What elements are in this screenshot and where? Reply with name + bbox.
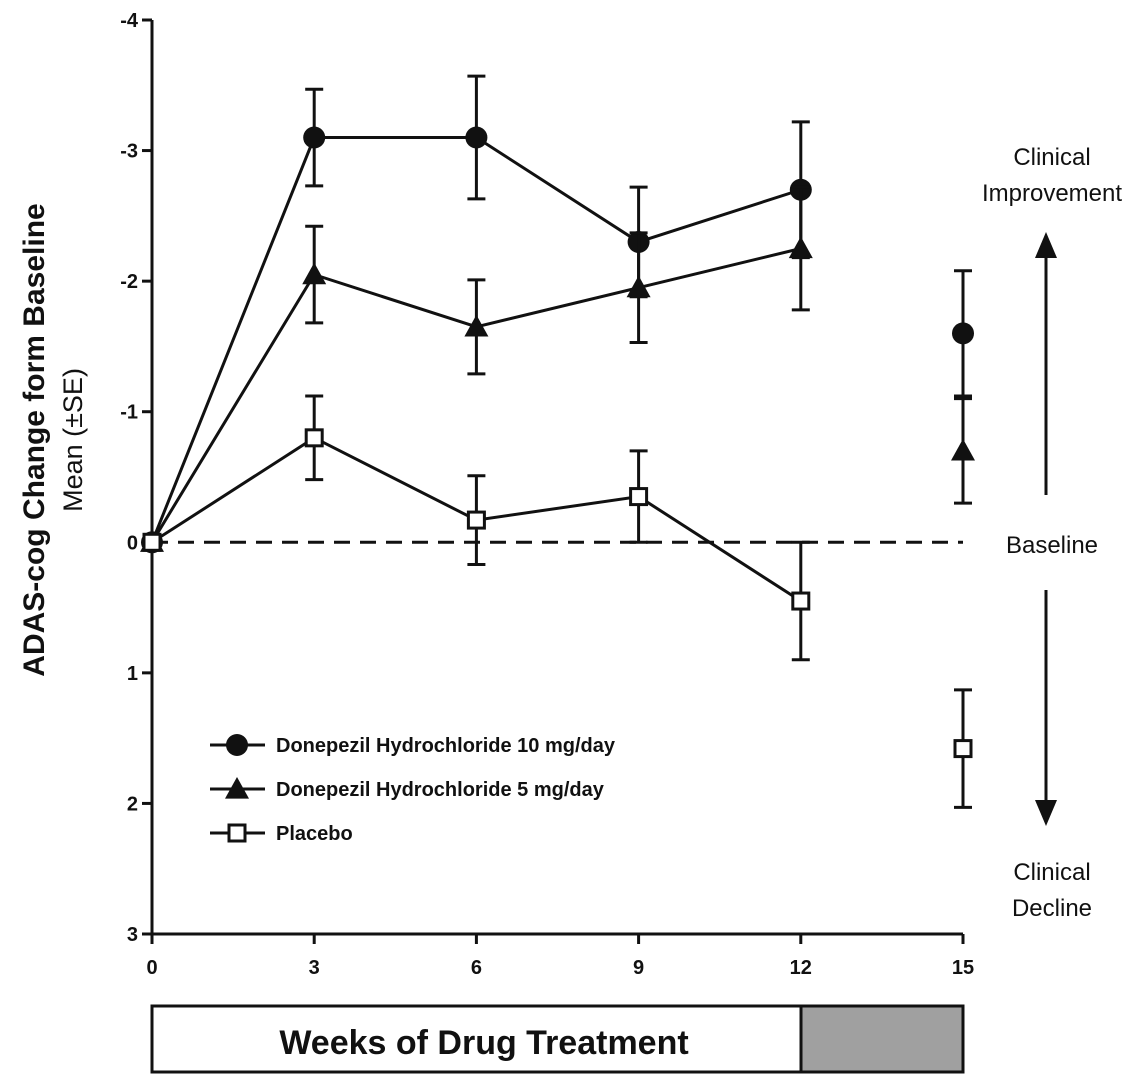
y-tick-label: -4: [120, 10, 139, 32]
y-tick-label: 2: [127, 793, 138, 815]
y-axis-ticks: -4 -3 -2 -1 0 1 2 3: [120, 10, 152, 946]
data-point-triangle: [951, 438, 975, 461]
legend-item: Placebo: [210, 823, 353, 845]
series-1: [141, 74, 974, 554]
x-tick-label: 3: [309, 957, 320, 979]
annotations: Clinical Improvement Baseline Clinical Decli…: [982, 144, 1122, 922]
data-point-square: [629, 487, 649, 507]
legend-item: Donepezil Hydrochloride 5 mg/day: [210, 777, 605, 801]
y-tick-label: -2: [120, 271, 138, 293]
data-point-square: [304, 428, 324, 448]
data-point-square: [791, 591, 811, 611]
data-point-circle: [952, 322, 974, 345]
x-axis-ticks: 0 3 6 9 12 15: [146, 934, 974, 979]
legend-label: Placebo: [276, 823, 353, 845]
y-axis-sublabel: Mean (±SE): [58, 368, 88, 512]
legend-label: Donepezil Hydrochloride 10 mg/day: [276, 735, 616, 757]
data-point-triangle: [464, 314, 489, 337]
data-point-triangle: [788, 236, 813, 259]
data-point-circle: [465, 126, 488, 149]
arrow-up-head: [1035, 232, 1057, 258]
annotation-improvement: Clinical: [1013, 144, 1090, 171]
x-banner-white: [150, 1004, 803, 1074]
annotation-improvement: Improvement: [982, 180, 1122, 207]
x-tick-label: 0: [146, 957, 157, 979]
data-point-circle: [226, 734, 248, 756]
data-point-triangle: [225, 777, 249, 799]
legend: Donepezil Hydrochloride 10 mg/day Donepez…: [210, 734, 616, 845]
annotation-decline: Decline: [1012, 895, 1092, 922]
y-tick-label: -1: [120, 402, 138, 424]
legend-item: Donepezil Hydrochloride 10 mg/day: [210, 734, 616, 757]
x-axis-banner: Weeks of Drug Treatment: [150, 1004, 965, 1074]
x-tick-label: 12: [790, 957, 812, 979]
series-3: [142, 394, 973, 809]
data-point-square: [466, 510, 486, 530]
data-point-circle: [303, 126, 326, 149]
x-tick-label: 6: [471, 957, 482, 979]
annotation-decline: Clinical: [1013, 859, 1090, 886]
series-2: [140, 185, 975, 552]
x-axis-label: Weeks of Drug Treatment: [279, 1024, 688, 1062]
legend-label: Donepezil Hydrochloride 5 mg/day: [276, 779, 605, 801]
axes: [150, 20, 963, 936]
data-point-square: [227, 823, 247, 843]
annotation-baseline: Baseline: [1006, 532, 1098, 559]
x-tick-label: 9: [633, 957, 644, 979]
data-point-triangle: [626, 275, 651, 298]
data-point-square: [953, 739, 973, 759]
y-tick-label: -3: [120, 141, 138, 163]
data-point-triangle: [302, 262, 327, 285]
y-tick-label: 1: [127, 663, 138, 685]
arrow-down-head: [1035, 800, 1057, 826]
y-axis-label: ADAS-cog Change form Baseline: [18, 203, 51, 676]
x-banner-shaded-period: [799, 1004, 965, 1074]
data-point-square: [142, 532, 162, 552]
x-tick-label: 15: [952, 957, 974, 979]
series-layer: [140, 74, 975, 809]
y-tick-label: 3: [127, 924, 138, 946]
y-tick-label: 0: [127, 532, 138, 554]
